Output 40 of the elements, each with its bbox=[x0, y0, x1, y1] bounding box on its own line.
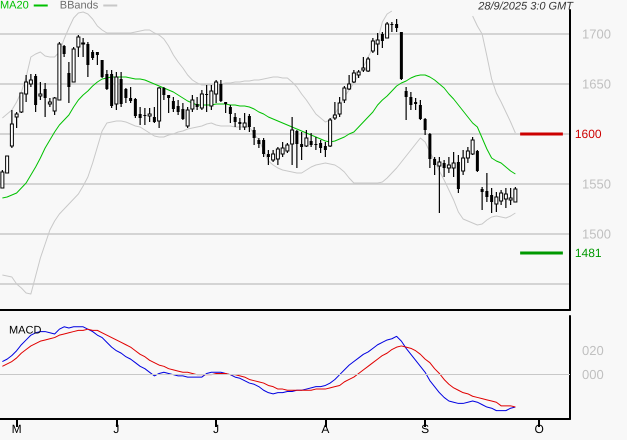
candlestick bbox=[148, 107, 152, 123]
candlestick bbox=[304, 129, 308, 148]
candlestick bbox=[224, 101, 228, 114]
y-tick-label: 1500 bbox=[582, 226, 611, 242]
candlestick bbox=[385, 21, 390, 39]
candlestick bbox=[242, 112, 247, 131]
line-series bbox=[2, 74, 516, 198]
candlestick bbox=[186, 106, 190, 129]
candlestick bbox=[10, 109, 14, 149]
candlestick bbox=[424, 117, 427, 136]
y-tick-label: 000 bbox=[582, 367, 604, 382]
legend-label: BBands bbox=[60, 0, 99, 12]
y-tick-label: 1550 bbox=[582, 176, 611, 192]
candlestick bbox=[252, 126, 256, 146]
y-tick-label: 1650 bbox=[582, 76, 611, 92]
candlestick bbox=[437, 156, 442, 214]
candlestick bbox=[418, 99, 422, 121]
candlestick bbox=[124, 87, 128, 104]
ref-line-label: 1481 bbox=[574, 246, 602, 260]
text: MACD bbox=[9, 324, 42, 336]
candlestick bbox=[190, 94, 194, 113]
candlestick bbox=[290, 116, 294, 166]
candlestick bbox=[480, 186, 484, 211]
annotation: 28/9/2025 3:0 GMT bbox=[477, 0, 574, 12]
x-tick-label: M bbox=[12, 422, 22, 436]
candlestick bbox=[404, 86, 408, 121]
y-tick-label: 020 bbox=[582, 343, 604, 358]
candlestick bbox=[14, 111, 19, 129]
candlestick bbox=[200, 89, 204, 111]
candlestick bbox=[100, 59, 104, 79]
candlestick bbox=[338, 96, 342, 118]
candlestick bbox=[332, 101, 337, 121]
candlestick bbox=[234, 112, 237, 128]
candlestick bbox=[129, 86, 132, 104]
candlestick bbox=[167, 94, 170, 114]
y-tick-label: 1700 bbox=[582, 26, 611, 42]
candlestick bbox=[228, 104, 232, 124]
ref-line-label: 1600 bbox=[574, 127, 602, 141]
candlestick bbox=[96, 51, 99, 66]
legend-label: MA20 bbox=[0, 0, 29, 12]
